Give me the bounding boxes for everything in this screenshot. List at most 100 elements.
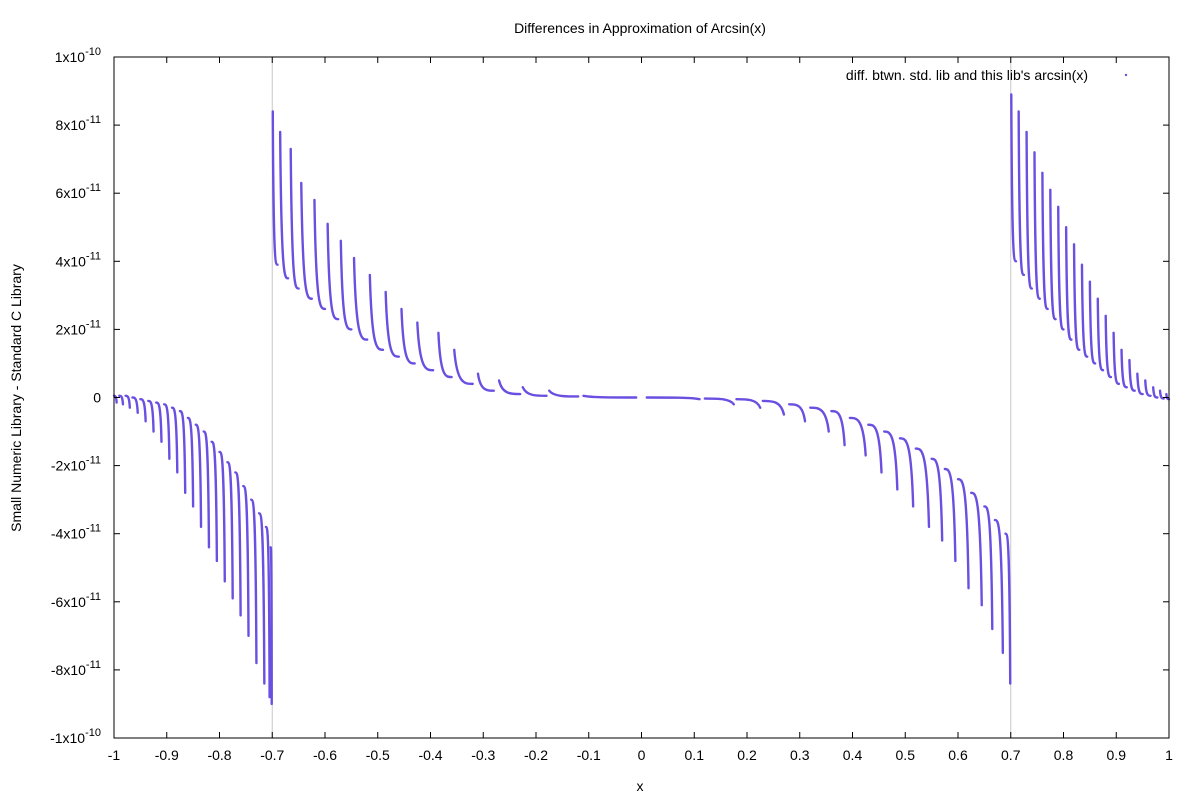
x-tick-label: -0.2 [524, 747, 548, 763]
data-streak [882, 430, 899, 491]
data-streak [352, 256, 369, 341]
data-streak [969, 491, 983, 607]
data-streak [249, 498, 258, 665]
y-tick-label: 8x10-11 [56, 114, 101, 133]
data-streak [930, 457, 944, 542]
y-tick-label: 1x10-10 [55, 46, 101, 65]
x-tick-label: -0.5 [366, 747, 390, 763]
x-tick-label: 0 [638, 747, 646, 763]
data-streak [898, 437, 915, 508]
x-tick-label: 0.9 [1107, 747, 1127, 763]
data-streak [242, 484, 250, 638]
data-streak [1104, 314, 1113, 379]
data-streak [131, 396, 139, 415]
data-streak [155, 401, 163, 443]
data-streak [645, 396, 701, 401]
y-tick-label: 4x10-11 [56, 250, 101, 269]
y-tick-label: 2x10-11 [56, 318, 101, 337]
data-streak [234, 471, 242, 617]
data-streak [1144, 379, 1152, 397]
data-streak [271, 110, 279, 266]
legend-label: diff. btwn. std. lib and this lib's arcs… [846, 67, 1088, 83]
data-streak [1057, 205, 1065, 331]
y-axis-label: Small Numeric Library - Standard C Libra… [8, 264, 24, 532]
data-streak [194, 423, 203, 529]
data-streak [809, 406, 830, 433]
data-streak [1025, 130, 1034, 290]
data-streak [735, 398, 762, 409]
data-streak [1041, 171, 1049, 311]
data-streak [289, 147, 300, 290]
data-streak [278, 130, 290, 280]
data-streak [830, 409, 846, 447]
data-streak [983, 505, 994, 631]
data-streak [848, 416, 867, 457]
data-streak [139, 398, 147, 423]
data-streak [118, 394, 125, 406]
legend-marker [1124, 73, 1128, 77]
data-streak [1158, 389, 1165, 400]
data-streak [313, 198, 327, 311]
data-streak [497, 379, 522, 396]
data-streak [202, 430, 211, 549]
data-streak [1072, 243, 1081, 352]
data-streak [1112, 331, 1121, 386]
data-streak [257, 512, 266, 685]
data-streak [956, 478, 970, 590]
data-streak [1010, 93, 1018, 263]
x-tick-label: 0.2 [737, 747, 757, 763]
y-tick-label: 0 [93, 390, 101, 406]
y-tick-label: -1x10-10 [50, 727, 101, 746]
data-streak [453, 348, 474, 386]
legend: diff. btwn. std. lib and this lib's arcs… [846, 67, 1128, 83]
x-tick-label: 0.4 [843, 747, 863, 763]
data-streak [1049, 188, 1057, 321]
x-tick-label: -0.1 [577, 747, 601, 763]
x-tick-label: -0.8 [207, 747, 231, 763]
x-tick-label: 1 [1165, 747, 1173, 763]
x-tick-label: 0.3 [790, 747, 810, 763]
data-streak [326, 222, 340, 321]
x-tick-label: 0.6 [948, 747, 968, 763]
chart-title: Differences in Approximation of Arcsin(x… [514, 20, 766, 36]
data-streak [547, 389, 580, 398]
data-streak [162, 403, 171, 460]
data-streak [582, 394, 638, 399]
data-series [112, 93, 1171, 706]
data-streak [914, 447, 931, 529]
data-streak [788, 403, 807, 423]
x-axis: -1 -0.9 -0.8 -0.7 -0.6 -0.5 -0.4 -0.3 -0.2 -0.1 0 0… [108, 57, 1173, 763]
data-streak [178, 409, 187, 495]
data-streak [521, 386, 548, 397]
data-streak [368, 273, 385, 352]
data-streak [416, 321, 435, 372]
data-streak [264, 525, 271, 699]
data-streak [1128, 358, 1136, 392]
data-streak [1004, 532, 1012, 685]
x-tick-label: -0.9 [155, 747, 179, 763]
data-streak [186, 416, 195, 508]
data-streak [339, 239, 353, 331]
data-streak [300, 181, 314, 300]
data-streak [269, 546, 273, 706]
data-streak [1033, 151, 1041, 300]
x-tick-label: 0.7 [1001, 747, 1021, 763]
x-tick-label: 0.8 [1054, 747, 1074, 763]
data-streak [437, 331, 453, 379]
y-tick-label: -4x10-11 [51, 523, 101, 542]
data-streak [867, 423, 883, 474]
x-tick-label: -0.3 [471, 747, 495, 763]
data-streak [1136, 372, 1144, 396]
data-streak [1151, 386, 1159, 399]
x-tick-label: 0.1 [685, 747, 705, 763]
y-tick-label: -6x10-11 [51, 591, 101, 610]
data-streak [1088, 280, 1097, 365]
data-streak [761, 399, 786, 416]
data-streak [226, 460, 234, 600]
x-tick-label: -0.6 [313, 747, 337, 763]
y-axis: 1x10-10 8x10-11 6x10-11 4x10-11 2x10-11 0 -2x1… [50, 46, 1169, 746]
x-tick-label: -0.4 [418, 747, 442, 763]
y-tick-label: -2x10-11 [51, 455, 101, 474]
data-streak [210, 440, 219, 563]
